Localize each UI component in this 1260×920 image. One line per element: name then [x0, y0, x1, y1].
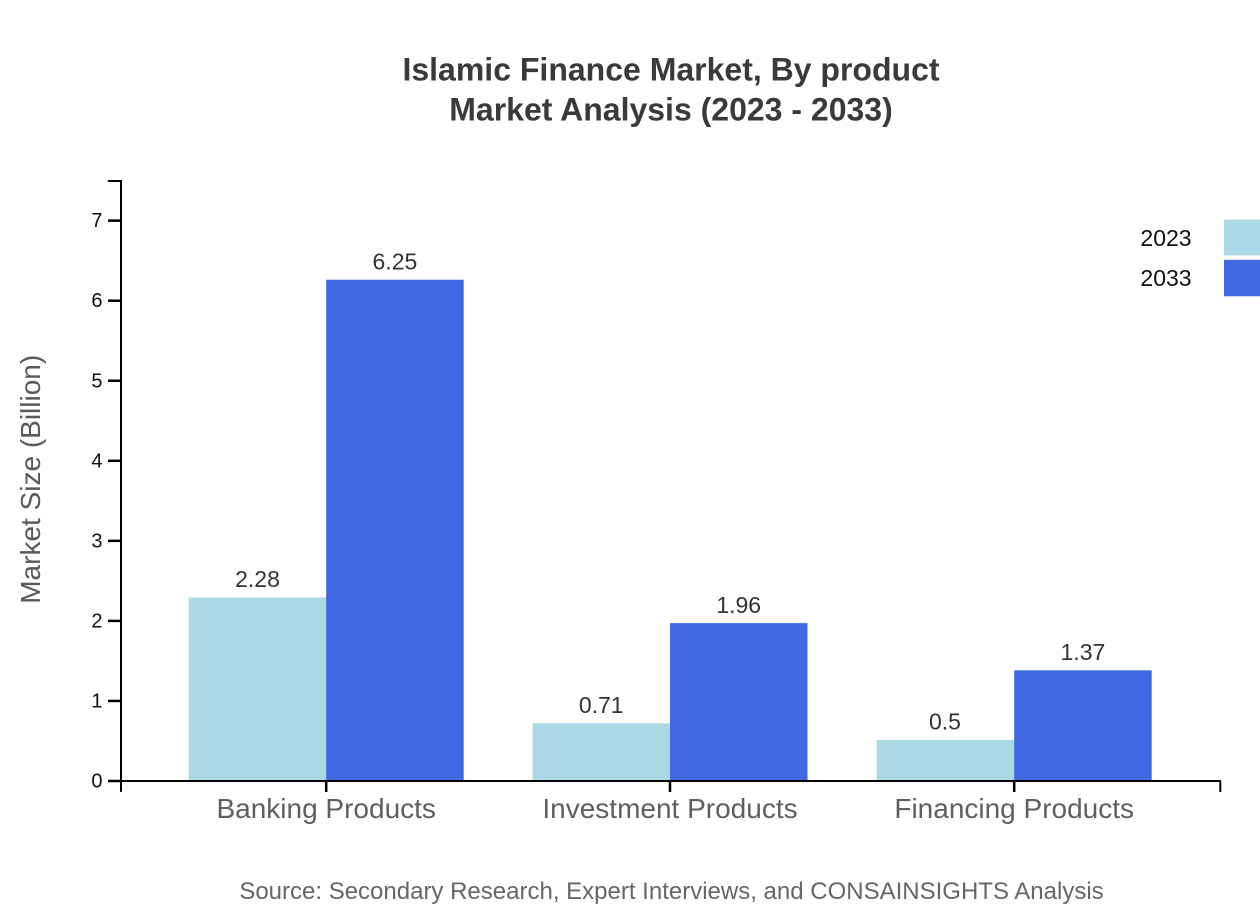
svg-text:5: 5 [91, 370, 102, 392]
svg-text:2033: 2033 [1140, 265, 1191, 291]
svg-text:3: 3 [91, 530, 102, 552]
svg-text:4: 4 [91, 450, 102, 472]
svg-text:2.28: 2.28 [235, 566, 280, 592]
svg-text:1.37: 1.37 [1061, 639, 1106, 665]
svg-text:Investment Products: Investment Products [542, 793, 797, 824]
svg-text:1: 1 [91, 690, 102, 712]
svg-text:Source: Secondary Research, Ex: Source: Secondary Research, Expert Inter… [239, 878, 1103, 905]
svg-text:2023: 2023 [1140, 225, 1191, 251]
svg-text:0.71: 0.71 [579, 692, 624, 718]
svg-text:Banking Products: Banking Products [216, 793, 435, 824]
svg-text:Market Analysis (2023 - 2033): Market Analysis (2023 - 2033) [449, 92, 893, 128]
svg-text:7: 7 [91, 210, 102, 232]
svg-text:2: 2 [91, 610, 102, 632]
svg-text:0: 0 [91, 771, 102, 793]
svg-text:1.96: 1.96 [716, 592, 761, 618]
svg-text:6.25: 6.25 [373, 248, 418, 274]
svg-text:Islamic Finance Market, By pro: Islamic Finance Market, By product [402, 51, 939, 87]
svg-text:Financing Products: Financing Products [894, 793, 1134, 824]
svg-text:0.5: 0.5 [929, 709, 961, 735]
svg-text:Market Size (Billion): Market Size (Billion) [15, 355, 46, 604]
svg-text:6: 6 [91, 290, 102, 312]
